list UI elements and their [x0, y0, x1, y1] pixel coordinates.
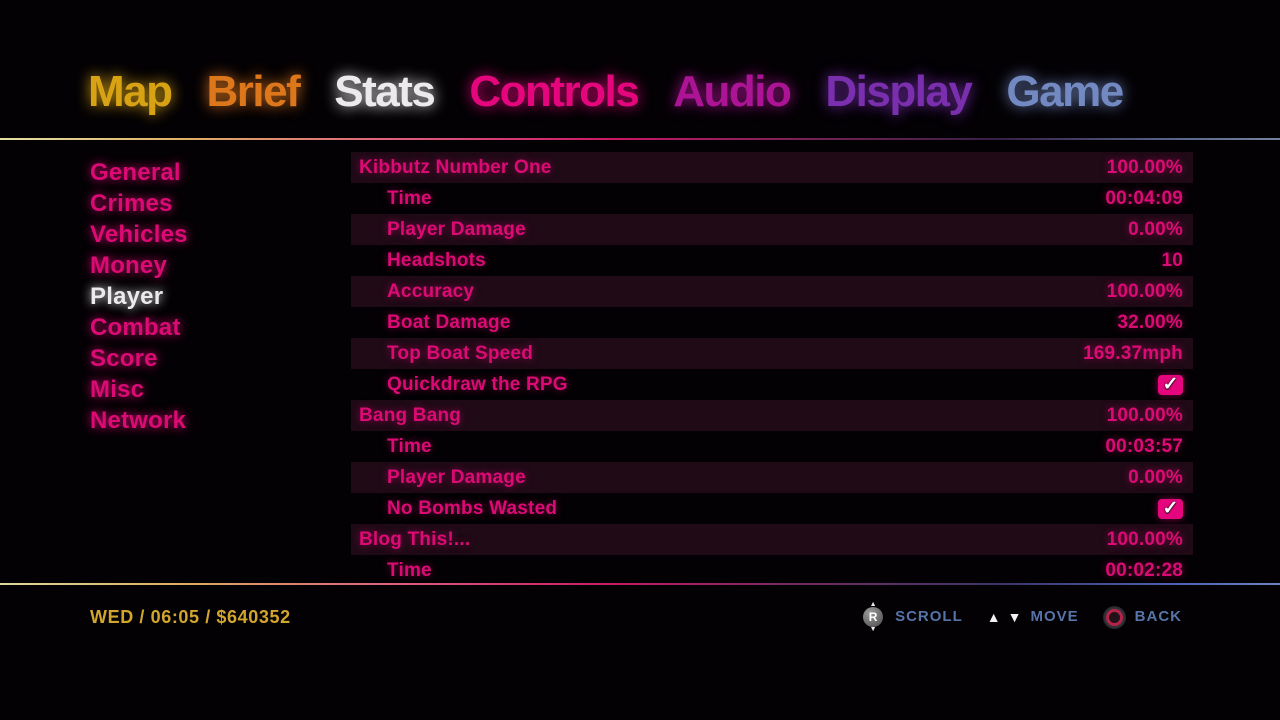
stat-value: 100.00% [1106, 281, 1183, 302]
hint-label: BACK [1134, 608, 1182, 625]
circle-ring [1105, 608, 1123, 626]
stat-row[interactable]: Quickdraw the RPG ✓ [351, 369, 1193, 400]
button-hints: ▲ R ▼ SCROLL ▲ ▼ MOVE BACK [862, 601, 1182, 633]
up-down-arrows-icon: ▲ ▼ [987, 601, 1022, 633]
sidebar-item-player[interactable]: Player [90, 283, 164, 310]
tab-stats[interactable]: Stats [334, 67, 436, 116]
hint-scroll: ▲ R ▼ SCROLL [862, 601, 963, 633]
tab-game[interactable]: Game [1006, 67, 1124, 116]
sidebar-item-crimes[interactable]: Crimes [90, 190, 173, 217]
stat-row[interactable]: Player Damage 0.00% [351, 462, 1193, 493]
stat-value: 100.00% [1106, 157, 1183, 178]
stat-value: 0.00% [1128, 467, 1183, 488]
stats-list[interactable]: Kibbutz Number One 100.00% Time 00:04:09 Pla… [351, 152, 1193, 583]
down-arrow-icon: ▼ [869, 626, 877, 633]
tab-controls[interactable]: Controls [469, 67, 639, 116]
tab-bar: Map Brief Stats Controls Audio Display Game [88, 66, 1124, 118]
stat-label: Accuracy [387, 281, 475, 302]
stat-value: 0.00% [1128, 219, 1183, 240]
stat-label: Blog This!... [359, 529, 471, 550]
sidebar-item-combat[interactable]: Combat [90, 314, 181, 341]
stat-row[interactable]: Headshots 10 [351, 245, 1193, 276]
status-info: WED / 06:05 / $640352 [90, 607, 291, 627]
stat-label: Time [387, 188, 432, 209]
stat-label: Player Damage [387, 467, 526, 488]
right-stick-icon: ▲ R ▼ [862, 601, 886, 633]
stat-row[interactable]: Kibbutz Number One 100.00% [351, 152, 1193, 183]
checked-checkbox-icon: ✓ [1158, 498, 1183, 519]
stick-letter: R [863, 607, 884, 627]
stat-value: 100.00% [1106, 405, 1183, 426]
hint-back: BACK [1102, 601, 1182, 633]
sidebar-item-general[interactable]: General [90, 159, 181, 186]
stat-label: Time [387, 436, 432, 457]
stat-row[interactable]: Player Damage 0.00% [351, 214, 1193, 245]
stat-label: Top Boat Speed [387, 343, 534, 364]
footer-divider [0, 583, 1280, 585]
stat-value: 169.37mph [1082, 343, 1183, 364]
sidebar: General Crimes Vehicles Money Player Combat Sc… [90, 157, 188, 436]
tab-map[interactable]: Map [88, 67, 173, 116]
stat-value: 00:04:09 [1105, 188, 1183, 209]
sidebar-item-network[interactable]: Network [90, 407, 187, 434]
sidebar-item-vehicles[interactable]: Vehicles [90, 221, 188, 248]
stat-row[interactable]: Blog This!... 100.00% [351, 524, 1193, 555]
circle-button-icon [1102, 605, 1126, 629]
stat-value: 32.00% [1117, 312, 1183, 333]
sidebar-item-money[interactable]: Money [90, 252, 168, 279]
stat-label: Bang Bang [359, 405, 462, 426]
stat-label: Time [387, 560, 432, 581]
up-arrow-icon: ▲ [986, 609, 1001, 625]
checked-checkbox-icon: ✓ [1158, 374, 1183, 395]
stat-value: 00:03:57 [1105, 436, 1183, 457]
stat-row[interactable]: Top Boat Speed 169.37mph [351, 338, 1193, 369]
up-arrow-icon: ▲ [869, 601, 877, 608]
hint-label: SCROLL [895, 608, 963, 625]
hint-move: ▲ ▼ MOVE [987, 601, 1079, 633]
stat-value: 00:02:28 [1105, 560, 1183, 581]
stat-row[interactable]: No Bombs Wasted ✓ [351, 493, 1193, 524]
stat-label: Kibbutz Number One [359, 157, 552, 178]
stat-value: 100.00% [1106, 529, 1183, 550]
down-arrow-icon: ▼ [1007, 609, 1022, 625]
stat-label: No Bombs Wasted [387, 498, 558, 519]
hint-label: MOVE [1030, 608, 1079, 625]
sidebar-item-misc[interactable]: Misc [90, 376, 145, 403]
tab-brief[interactable]: Brief [206, 67, 301, 116]
stat-row[interactable]: Time 00:04:09 [351, 183, 1193, 214]
stat-value: 10 [1161, 250, 1183, 271]
tab-audio[interactable]: Audio [673, 67, 792, 116]
stat-label: Player Damage [387, 219, 526, 240]
stat-row[interactable]: Bang Bang 100.00% [351, 400, 1193, 431]
stat-label: Quickdraw the RPG [387, 374, 568, 395]
stat-row[interactable]: Accuracy 100.00% [351, 276, 1193, 307]
header-divider [0, 138, 1280, 140]
stat-label: Boat Damage [387, 312, 511, 333]
stat-row[interactable]: Time 00:02:28 [351, 555, 1193, 583]
stat-row[interactable]: Boat Damage 32.00% [351, 307, 1193, 338]
stat-label: Headshots [387, 250, 486, 271]
sidebar-item-score[interactable]: Score [90, 345, 158, 372]
tab-display[interactable]: Display [825, 67, 973, 116]
stat-row[interactable]: Time 00:03:57 [351, 431, 1193, 462]
